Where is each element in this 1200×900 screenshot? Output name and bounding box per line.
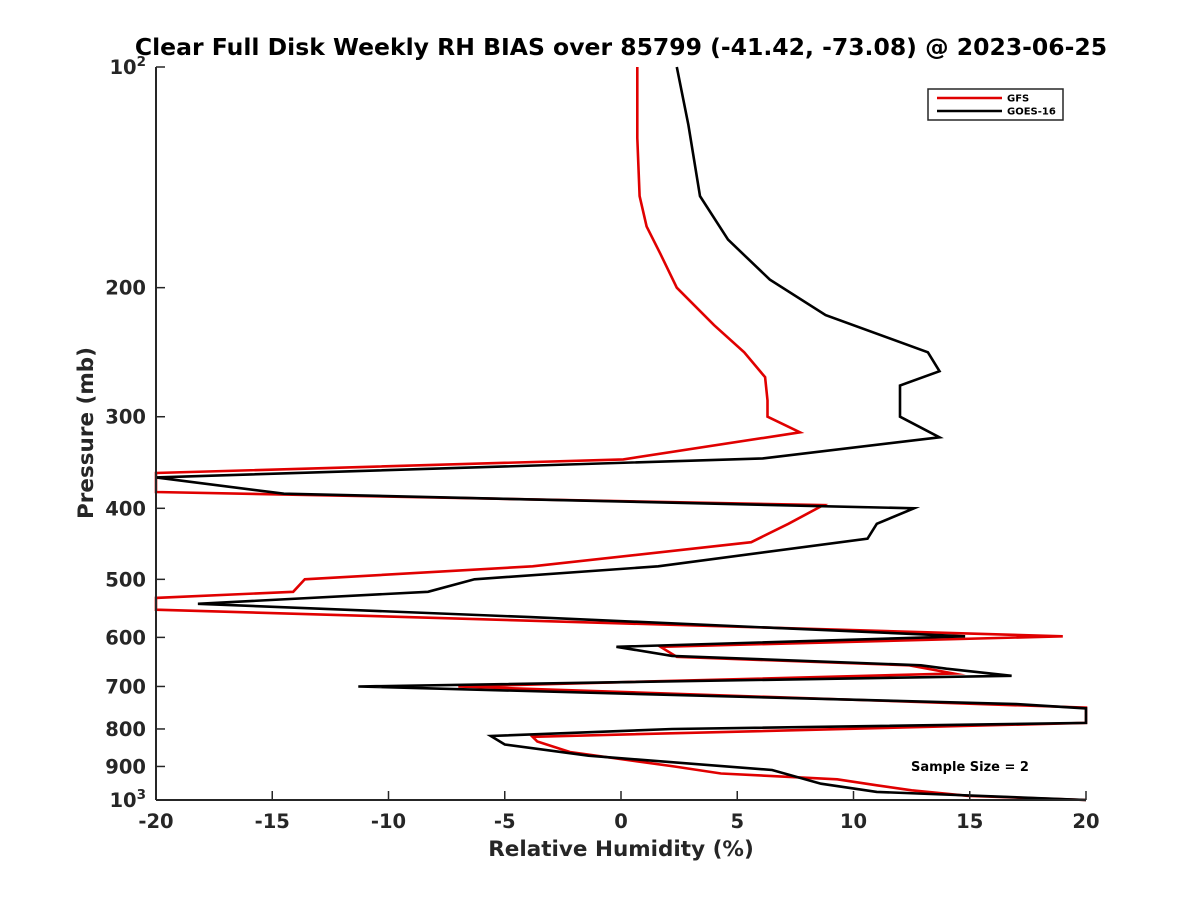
legend-box [927,88,1064,121]
y-tick-label: 300 [105,406,146,429]
y-tick-label: 900 [105,755,146,778]
y-tick-label: 200 [105,277,146,300]
y-tick-label: 600 [105,626,146,649]
y-tick-label: 700 [105,675,146,698]
y-ticks: 102 200 300 400 500 600 700 800 900 103 [105,54,165,812]
x-ticks: -20 -15 -10 -5 0 5 10 15 20 [138,791,1100,833]
x-tick-label: 10 [840,810,867,833]
x-tick-label: 15 [956,810,983,833]
x-axis-label: Relative Humidity (%) [488,837,754,862]
y-tick-label: 103 [109,787,146,812]
legend: GFS GOES-16 [927,88,1064,121]
y-tick-label: 400 [105,497,146,520]
x-tick-label: 20 [1072,810,1099,833]
series-line-gfs [154,67,1088,802]
plot-area: -20 -15 -10 -5 0 5 10 15 20 102 200 300 400 500 600 70… [105,54,1099,833]
y-axis-label: Pressure (mb) [74,347,99,519]
legend-items: GFS GOES-16 [937,94,1056,118]
legend-label-gfs: GFS [1007,94,1029,105]
chart-title: Clear Full Disk Weekly RH BIAS over 8579… [135,33,1107,61]
x-tick-label: -15 [255,810,290,833]
sample-size-annotation: Sample Size = 2 [911,760,1029,775]
plot-frame [156,67,1086,800]
y-tick-label: 500 [105,568,146,591]
x-tick-label: 0 [614,810,628,833]
x-tick-label: -10 [371,810,406,833]
x-tick-label: -20 [138,810,173,833]
series-line-goes-16 [155,66,1088,802]
y-tick-label: 102 [109,54,146,79]
x-tick-label: 5 [730,810,744,833]
series-layer [154,66,1088,802]
x-tick-label: -5 [494,810,516,833]
legend-label-goes-16: GOES-16 [1007,107,1056,118]
y-tick-label: 800 [105,718,146,741]
